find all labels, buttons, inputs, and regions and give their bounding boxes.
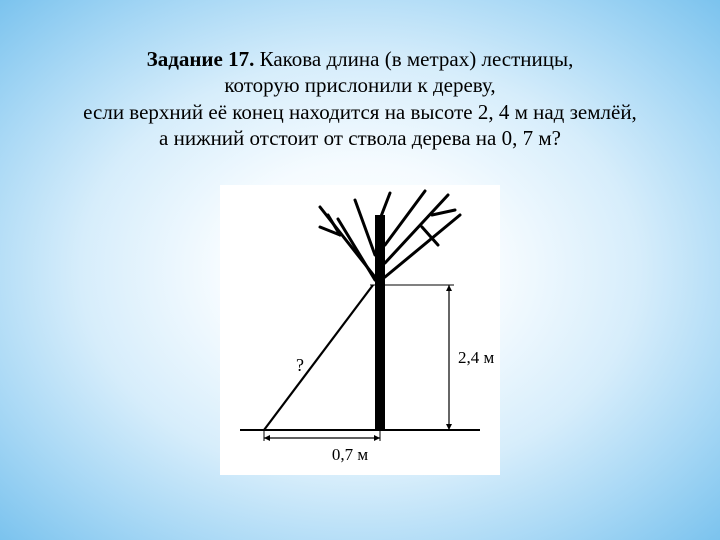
svg-text:0,7 м: 0,7 м [332,445,369,464]
svg-text:?: ? [296,355,304,375]
slide: Задание 17. Какова длина (в метрах) лест… [0,0,720,540]
task-line3: если верхний её конец находится на высот… [83,100,637,124]
figure-container: 2,4 м 0,7 м? [220,185,500,480]
task-label: Задание 17. [147,47,255,71]
problem-figure: 2,4 м 0,7 м? [220,185,500,475]
task-line1: Какова длина (в метрах) лестницы, [254,47,573,71]
task-line2: которую прислонили к дереву, [224,73,495,97]
problem-text: Задание 17. Какова длина (в метрах) лест… [0,46,720,151]
svg-text:2,4 м: 2,4 м [458,348,495,367]
task-line4: а нижний отстоит от ствола дерева на 0, … [159,126,561,150]
